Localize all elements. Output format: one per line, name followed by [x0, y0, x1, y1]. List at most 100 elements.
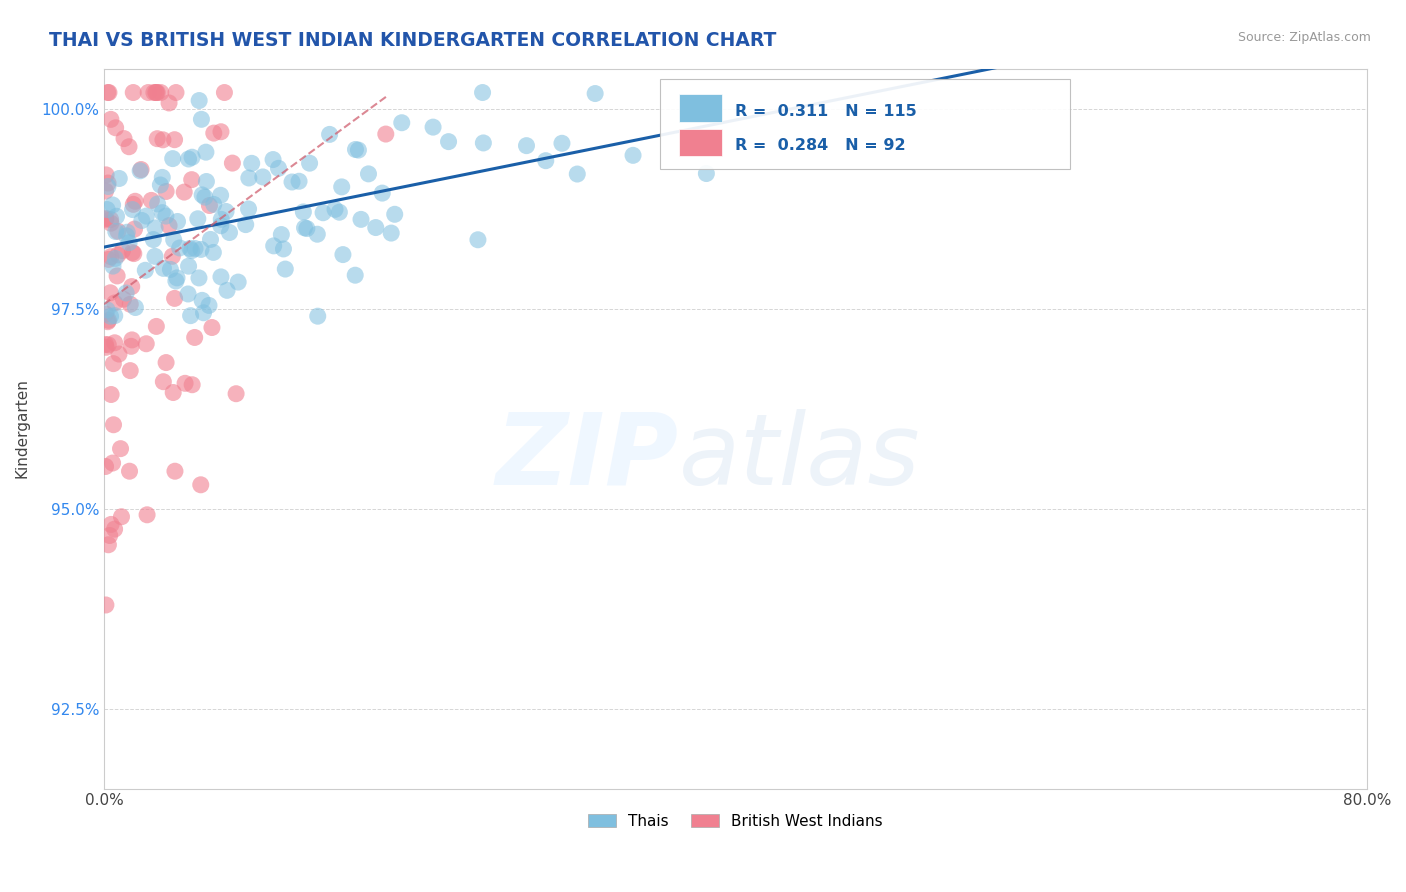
Point — [155, 185, 177, 199]
Point — [101, 198, 124, 212]
Point — [187, 211, 209, 226]
Point — [146, 197, 169, 211]
Point — [177, 259, 200, 273]
Point — [145, 319, 167, 334]
Point — [184, 242, 207, 256]
Point — [162, 249, 184, 263]
Point — [180, 172, 202, 186]
Point — [149, 86, 172, 100]
Point — [166, 271, 188, 285]
Point — [136, 508, 159, 522]
Point — [195, 174, 218, 188]
Point — [288, 174, 311, 188]
Point — [274, 262, 297, 277]
Point — [97, 313, 120, 327]
Point — [209, 188, 232, 202]
Point — [94, 212, 117, 227]
Point — [155, 355, 177, 369]
Point — [162, 152, 184, 166]
Point — [357, 167, 380, 181]
Point — [347, 143, 370, 157]
Point — [312, 206, 335, 220]
Point — [238, 171, 260, 186]
Point — [134, 263, 156, 277]
Point — [198, 198, 221, 212]
Point — [118, 464, 141, 478]
Point — [567, 167, 589, 181]
Legend: Thais, British West Indians: Thais, British West Indians — [582, 807, 889, 835]
Point — [141, 194, 163, 208]
Point — [235, 218, 257, 232]
Point — [118, 140, 141, 154]
Point — [174, 376, 197, 391]
Point — [104, 252, 127, 266]
Point — [108, 171, 131, 186]
Point — [202, 197, 225, 211]
Point — [97, 338, 120, 352]
Point — [101, 259, 124, 273]
Point — [157, 95, 180, 110]
Point — [422, 120, 444, 135]
Point — [374, 127, 396, 141]
Point — [328, 205, 350, 219]
Point — [152, 261, 174, 276]
Text: R =  0.311   N = 115: R = 0.311 N = 115 — [735, 104, 917, 120]
Point — [350, 212, 373, 227]
Point — [100, 387, 122, 401]
Point — [281, 175, 304, 189]
Point — [162, 385, 184, 400]
Point — [94, 340, 117, 354]
Point — [97, 179, 120, 194]
Point — [112, 292, 135, 306]
Point — [318, 128, 340, 142]
Text: R =  0.284   N = 92: R = 0.284 N = 92 — [735, 138, 905, 153]
Point — [194, 145, 217, 160]
Point — [121, 279, 143, 293]
Point — [307, 227, 329, 242]
Point — [471, 86, 494, 100]
Point — [96, 202, 118, 217]
Point — [202, 245, 225, 260]
Point — [188, 94, 211, 108]
Point — [437, 135, 460, 149]
Point — [145, 86, 167, 100]
Text: Source: ZipAtlas.com: Source: ZipAtlas.com — [1237, 31, 1371, 45]
Point — [188, 271, 211, 285]
Point — [200, 232, 222, 246]
FancyBboxPatch shape — [659, 79, 1070, 169]
Point — [225, 386, 247, 401]
Point — [270, 227, 292, 242]
Point — [191, 188, 214, 202]
Text: THAI VS BRITISH WEST INDIAN KINDERGARTEN CORRELATION CHART: THAI VS BRITISH WEST INDIAN KINDERGARTEN… — [49, 31, 776, 50]
Point — [124, 222, 146, 236]
Point — [115, 285, 138, 300]
Point — [267, 161, 290, 176]
Point — [121, 202, 143, 217]
Point — [107, 224, 129, 238]
Point — [209, 269, 232, 284]
Point — [215, 283, 238, 297]
Point — [103, 357, 125, 371]
Point — [97, 176, 120, 190]
Point — [124, 194, 146, 209]
Point — [94, 459, 117, 474]
Point — [122, 197, 145, 211]
Point — [96, 302, 118, 317]
Point — [157, 219, 180, 233]
Point — [180, 244, 202, 258]
Point — [344, 143, 367, 157]
Point — [104, 296, 127, 310]
Point — [94, 598, 117, 612]
Point — [202, 126, 225, 140]
Point — [97, 86, 120, 100]
Point — [98, 285, 121, 300]
Point — [112, 131, 135, 145]
Point — [94, 184, 117, 198]
Y-axis label: Kindergarten: Kindergarten — [15, 378, 30, 478]
Point — [209, 212, 232, 227]
Point — [695, 167, 717, 181]
Point — [121, 245, 143, 260]
Point — [173, 185, 195, 199]
Point — [344, 268, 367, 283]
Point — [298, 156, 321, 170]
